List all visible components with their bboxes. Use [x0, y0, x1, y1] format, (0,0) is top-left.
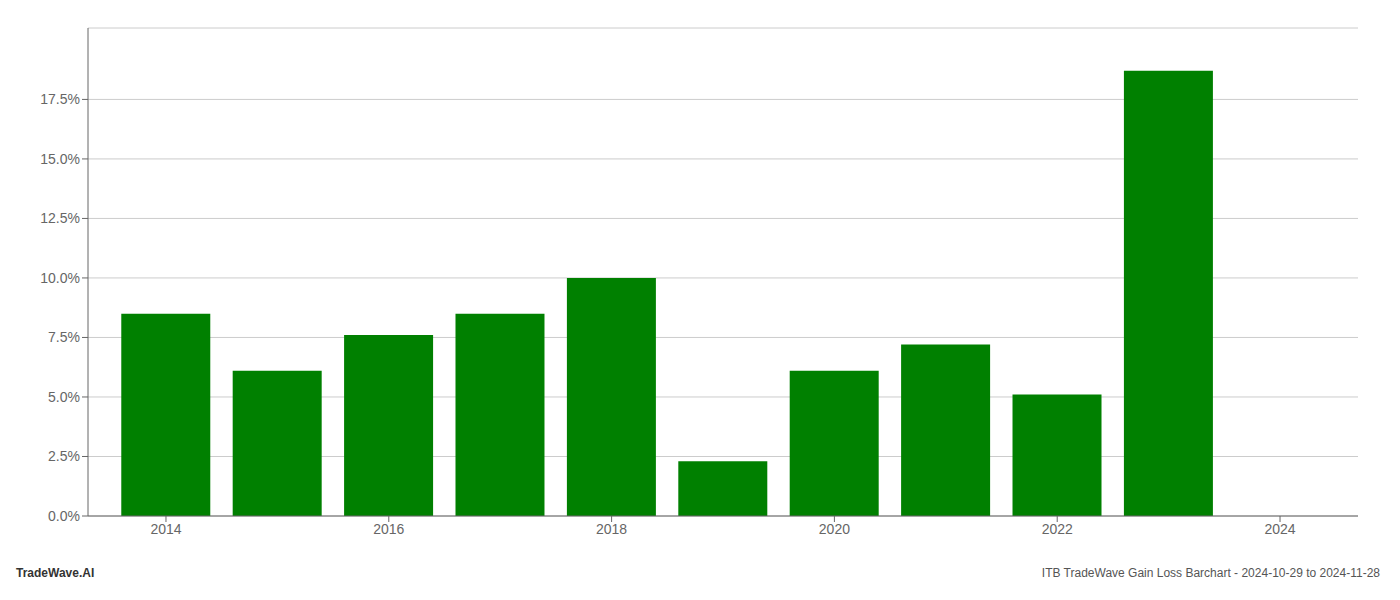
- svg-text:0.0%: 0.0%: [48, 508, 80, 524]
- svg-text:7.5%: 7.5%: [48, 329, 80, 345]
- svg-text:2014: 2014: [150, 521, 181, 537]
- svg-text:10.0%: 10.0%: [40, 270, 80, 286]
- svg-text:2016: 2016: [373, 521, 404, 537]
- html-text:TradeWave.AI: TradeWave.AI: [16, 566, 95, 580]
- svg-text:2018: 2018: [596, 521, 627, 537]
- svg-text:15.0%: 15.0%: [40, 151, 80, 167]
- html-text:ITB TradeWave Gain Loss Barcha: ITB TradeWave Gain Loss Barchart - 2024-…: [1041, 566, 1380, 580]
- svg-text:2024: 2024: [1264, 521, 1295, 537]
- svg-text:2020: 2020: [819, 521, 850, 537]
- svg-text:5.0%: 5.0%: [48, 389, 80, 405]
- svg-text:12.5%: 12.5%: [40, 210, 80, 226]
- svg-text:17.5%: 17.5%: [40, 91, 80, 107]
- svg-text:2.5%: 2.5%: [48, 448, 80, 464]
- svg-text:2022: 2022: [1042, 521, 1073, 537]
